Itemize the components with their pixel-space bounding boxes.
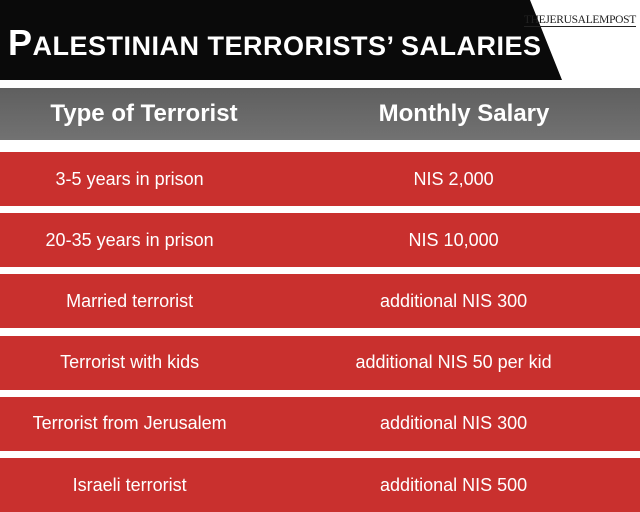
table-row: Terrorist from Jerusalem additional NIS 3… <box>0 396 640 451</box>
monthly-salary: NIS 2,000 <box>413 168 494 189</box>
title: PALESTINIAN TERRORISTS’ SALARIES <box>8 22 542 63</box>
table-header: Type of Terrorist Monthly Salary <box>0 88 640 140</box>
monthly-salary: additional NIS 300 <box>380 413 528 434</box>
terrorist-type: Terrorist with kids <box>60 352 200 373</box>
title-banner <box>0 0 562 80</box>
monthly-salary: NIS 10,000 <box>408 229 499 250</box>
column-header: Monthly Salary <box>378 100 550 127</box>
monthly-salary: additional NIS 500 <box>380 474 528 495</box>
terrorist-type: Terrorist from Jerusalem <box>32 413 227 434</box>
table-row: Israeli terrorist additional NIS 500 <box>0 458 640 512</box>
terrorist-type: 20-35 years in prison <box>45 229 214 250</box>
monthly-salary: additional NIS 50 per kid <box>355 352 552 373</box>
table-row: Terrorist with kids additional NIS 50 per… <box>0 335 640 390</box>
table-row: 3-5 years in prison NIS 2,000 <box>0 152 640 206</box>
terrorist-type: Israeli terrorist <box>72 474 187 495</box>
table-row: 20-35 years in prison NIS 10,000 <box>0 213 640 268</box>
terrorist-type: 3-5 years in prison <box>55 168 204 189</box>
banner-shape <box>0 0 562 80</box>
terrorist-type: Married terrorist <box>66 290 194 311</box>
monthly-salary: additional NIS 300 <box>380 290 528 311</box>
column-header: Type of Terrorist <box>50 100 238 127</box>
table-row: Married terrorist additional NIS 300 <box>0 274 640 329</box>
logo: THEJERUSALEMPOST <box>523 14 636 27</box>
